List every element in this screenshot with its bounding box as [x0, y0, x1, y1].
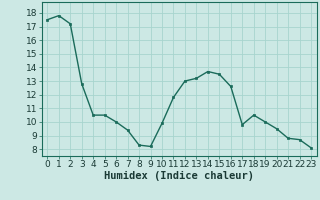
X-axis label: Humidex (Indice chaleur): Humidex (Indice chaleur)	[104, 171, 254, 181]
